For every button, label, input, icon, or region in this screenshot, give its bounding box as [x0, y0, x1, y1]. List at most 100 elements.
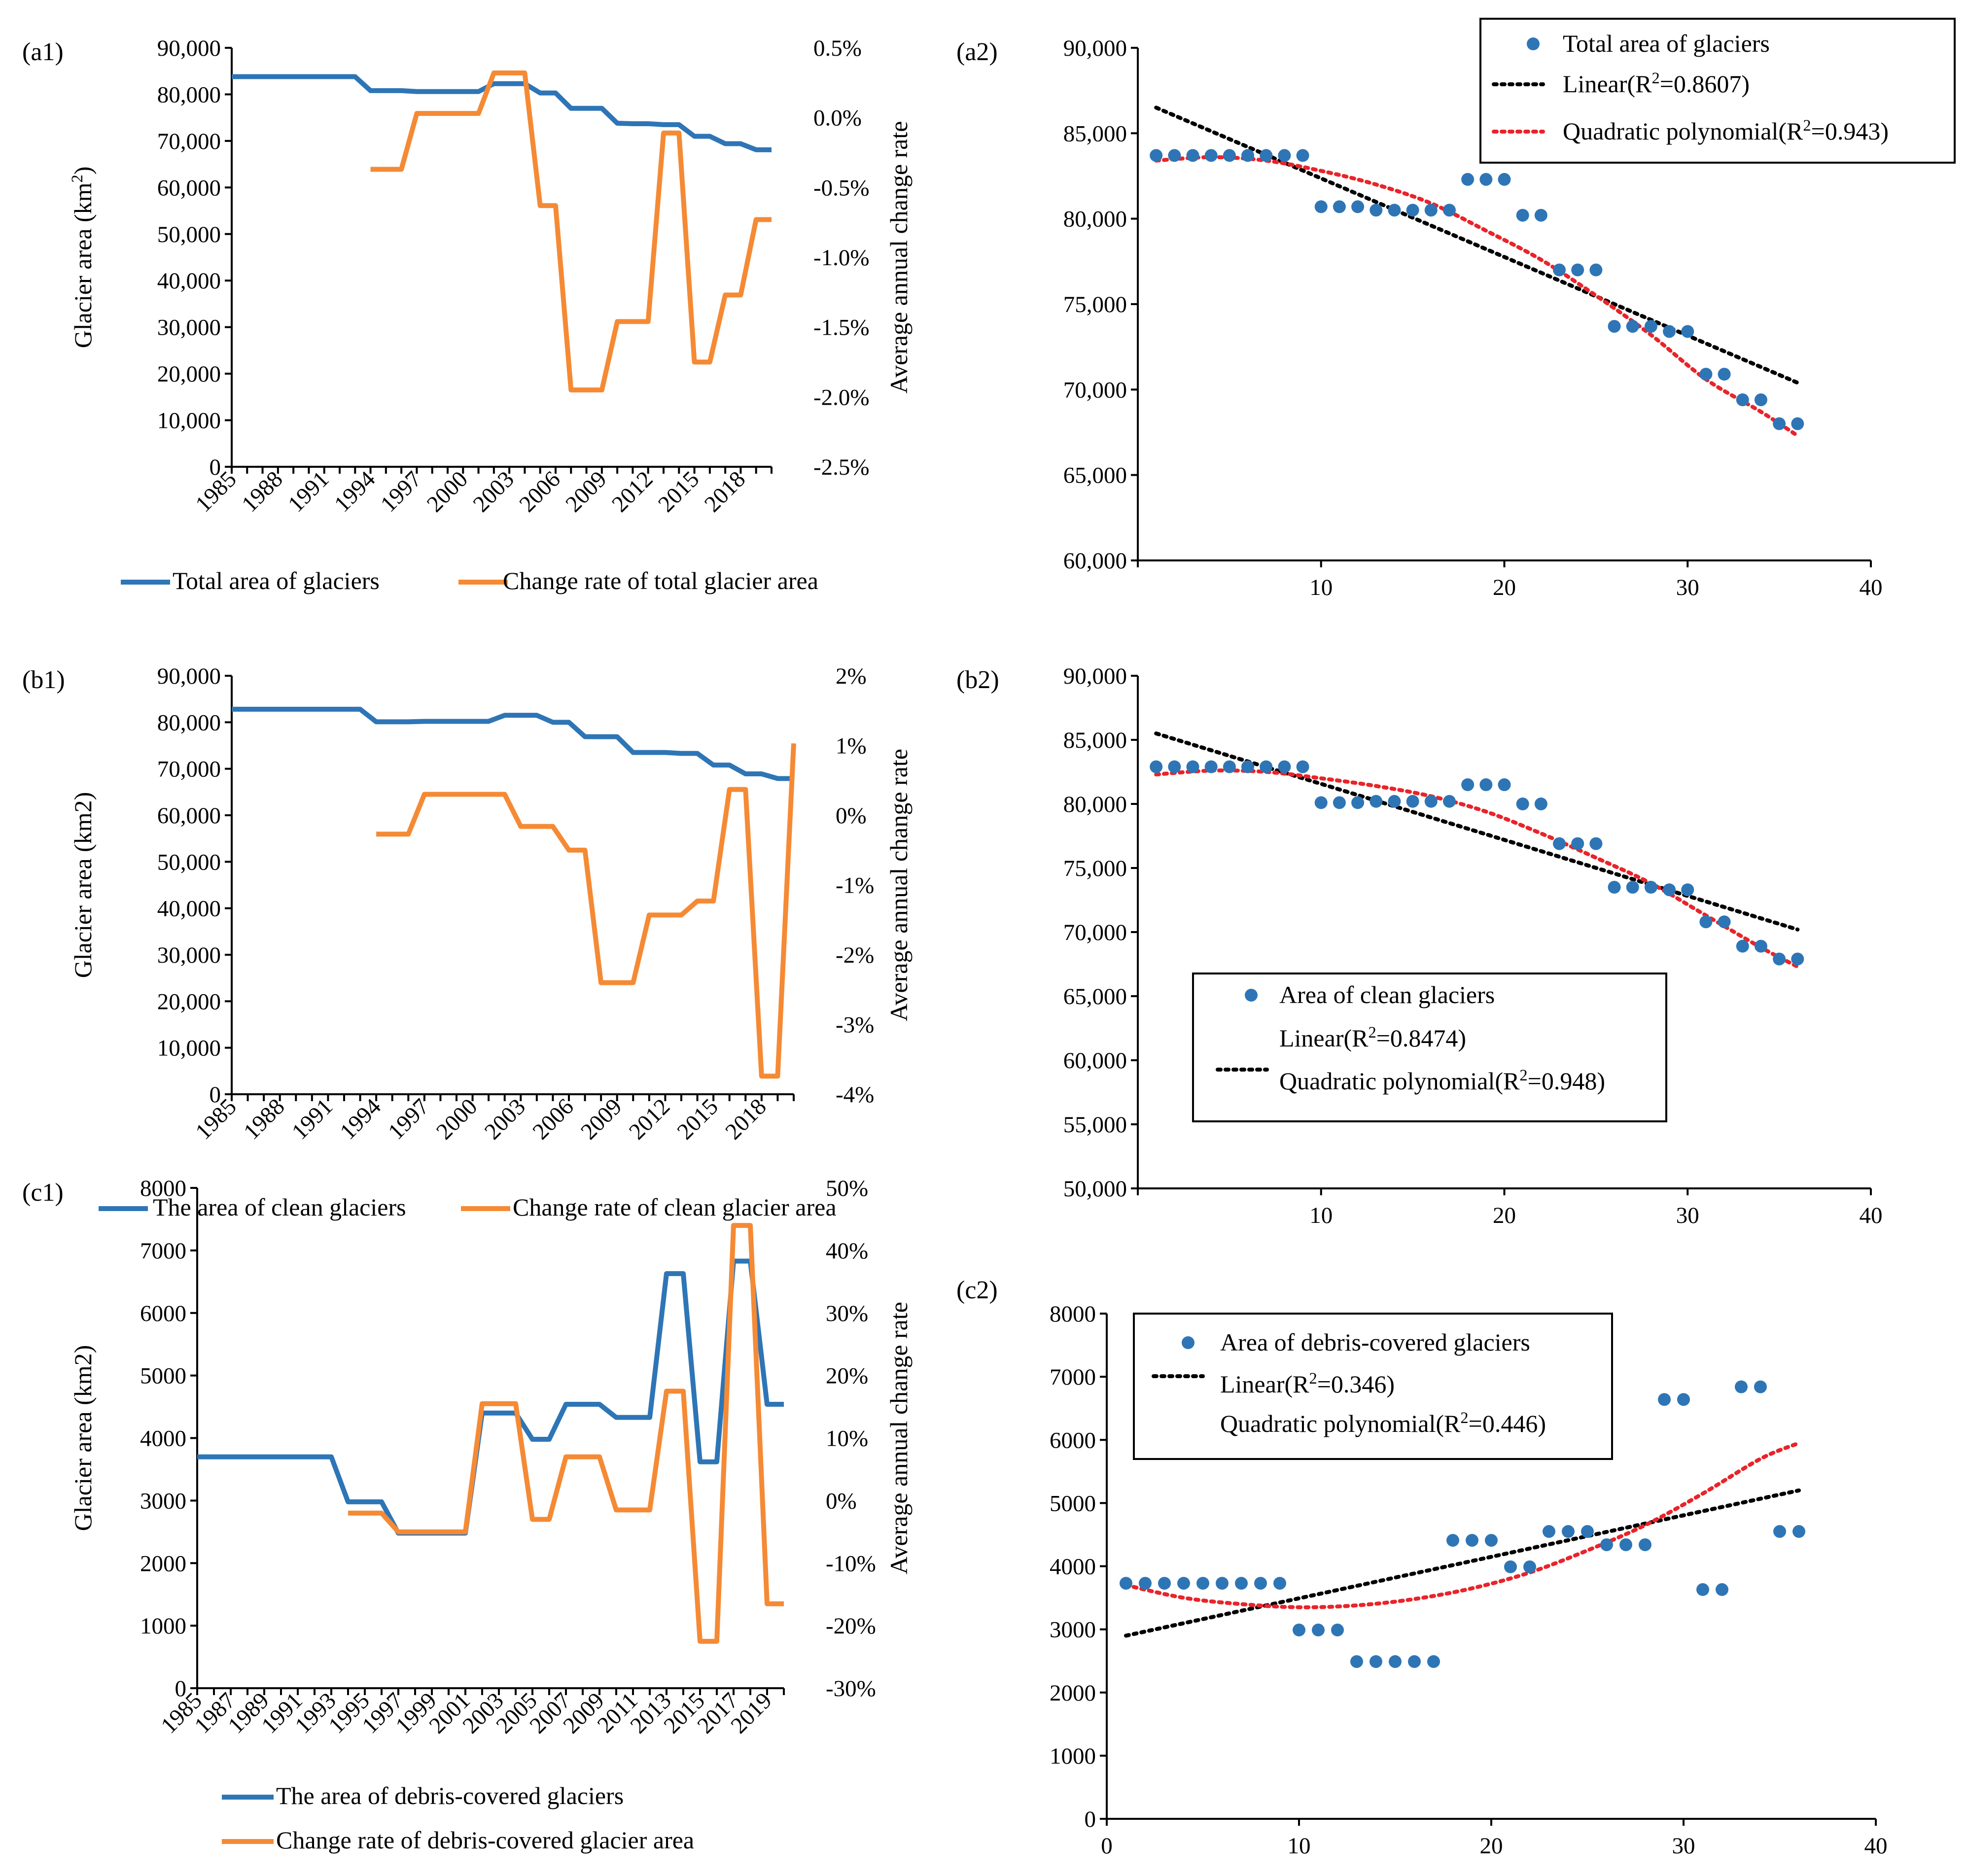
y-tick-label: 40,000 [157, 268, 221, 294]
quadratic-trendline [1124, 1441, 1801, 1609]
data-point [1312, 1623, 1325, 1636]
data-point [1608, 320, 1621, 333]
data-point [1273, 1577, 1286, 1590]
y2-tick-label: -2.5% [813, 454, 870, 480]
data-point [1639, 1538, 1651, 1551]
x-tick-label: 1988 [239, 1094, 289, 1145]
data-point [1216, 1577, 1229, 1590]
data-point [1466, 1533, 1478, 1547]
legend-label: Quadratic polynomial(R2=0.948) [1279, 1067, 1605, 1095]
x-tick-label: 2009 [561, 466, 611, 517]
y2-tick-label: 0.0% [813, 105, 862, 131]
data-point [1139, 1577, 1152, 1590]
legend-marker [1245, 989, 1258, 1002]
y2-tick-label: 30% [826, 1301, 868, 1326]
data-point [1204, 760, 1218, 773]
data-point [1736, 393, 1749, 407]
data-point [1716, 1583, 1728, 1596]
y-tick-label: 50,000 [1063, 1176, 1127, 1202]
x-tick-label: 0 [1101, 1833, 1113, 1859]
x-tick-label: 40 [1864, 1833, 1888, 1859]
legend-label: Change rate of debris-covered glacier ar… [276, 1826, 694, 1854]
data-point [1773, 417, 1786, 430]
data-point [1773, 952, 1786, 966]
data-point [1792, 1525, 1805, 1538]
data-point [1644, 881, 1657, 894]
data-point [1293, 1623, 1305, 1636]
legend-label: Linear(R2=0.8474) [1279, 1024, 1466, 1052]
data-point [1223, 149, 1236, 162]
y-tick-label: 70,000 [1063, 920, 1127, 945]
data-point [1735, 1380, 1748, 1393]
y-tick-label: 40,000 [157, 896, 221, 922]
y-tick-label: 70,000 [1063, 377, 1127, 403]
y2-tick-label: -1.5% [813, 315, 870, 341]
y-tick-label: 6000 [1050, 1427, 1096, 1453]
y-tick-label: 65,000 [1063, 984, 1127, 1009]
data-point [1498, 173, 1511, 186]
legend-marker [1527, 37, 1540, 50]
x-tick-label: 30 [1676, 1203, 1699, 1228]
data-point [1553, 837, 1566, 850]
data-point [1589, 837, 1603, 850]
legend-label: Change rate of clean glacier area [513, 1193, 837, 1221]
panel-label: (b1) [22, 666, 65, 694]
x-tick-label: 2018 [720, 1094, 771, 1145]
y-tick-label: 85,000 [1063, 121, 1127, 146]
x-tick-label: 1985 [191, 466, 242, 517]
data-point [1158, 1577, 1171, 1590]
data-point [1370, 795, 1383, 808]
y-tick-label: 5000 [1050, 1491, 1096, 1516]
panel-c2: (c2) 0 1000 2000 3000 4000 5000 6000 7000 8000 0 10… [956, 1276, 1888, 1859]
x-tick-label: 20 [1480, 1833, 1503, 1859]
x-tick-label: 2015 [672, 1094, 723, 1145]
data-point [1543, 1525, 1555, 1538]
y-tick-label: 7000 [1050, 1364, 1096, 1390]
y-tick-label: 3000 [140, 1488, 186, 1514]
data-point [1370, 1655, 1382, 1668]
x-tick-label: 20 [1493, 1203, 1516, 1228]
data-point [1177, 1577, 1190, 1590]
data-point [1736, 939, 1749, 953]
y-tick-label: 75,000 [1063, 292, 1127, 317]
y2-tick-label: -30% [826, 1676, 876, 1702]
y-axis-title: Glacier area (km2) [69, 1345, 97, 1531]
quadratic-trendline [1154, 768, 1800, 969]
y-tick-label: 80,000 [157, 710, 221, 735]
series-line-orange [376, 743, 796, 1079]
y-tick-label: 80,000 [157, 82, 221, 107]
data-point [1718, 368, 1731, 381]
legend-label: Quadratic polynomial(R2=0.446) [1220, 1409, 1546, 1437]
y-tick-label: 4000 [1050, 1554, 1096, 1580]
y2-tick-label: 50% [826, 1176, 868, 1201]
y-tick-label: 70,000 [157, 757, 221, 782]
y-tick-label: 80,000 [1063, 792, 1127, 817]
x-tick-label: 1997 [383, 1094, 434, 1145]
data-point [1389, 1655, 1402, 1668]
data-point [1314, 796, 1328, 809]
x-tick-label: 10 [1288, 1833, 1311, 1859]
data-point [1619, 1538, 1632, 1551]
y2-tick-label: -2% [836, 942, 874, 968]
data-point [1406, 204, 1419, 217]
data-point [1223, 760, 1236, 773]
y-tick-label: 6000 [140, 1301, 186, 1326]
data-point [1773, 1525, 1786, 1538]
x-tick-label: 30 [1676, 575, 1699, 600]
data-point [1351, 200, 1365, 213]
data-point [1235, 1577, 1248, 1590]
data-point [1333, 796, 1346, 809]
x-tick-label: 2015 [653, 466, 704, 517]
y-tick-label: 60,000 [157, 803, 221, 829]
linear-trendline [1154, 105, 1800, 385]
data-point [1681, 883, 1694, 897]
x-tick-label: 1997 [376, 466, 426, 517]
x-tick-label: 1994 [329, 466, 380, 517]
legend-label: Area of debris-covered glaciers [1220, 1328, 1530, 1356]
series-line-orange [370, 70, 772, 393]
x-tick-label: 10 [1309, 575, 1333, 600]
y2-tick-label: -1.0% [813, 245, 870, 271]
y-tick-label: 0 [175, 1676, 187, 1702]
linear-trendline [1124, 1488, 1801, 1638]
data-point [1388, 795, 1401, 808]
